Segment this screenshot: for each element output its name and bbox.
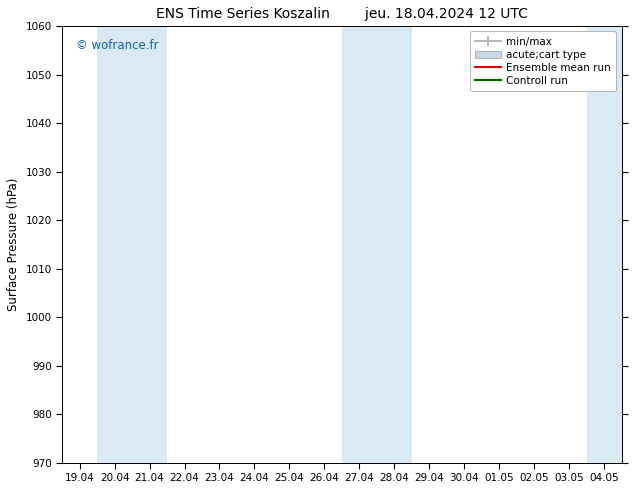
Y-axis label: Surface Pressure (hPa): Surface Pressure (hPa) [7,178,20,311]
Bar [97,26,167,463]
Legend: min/max, acute;cart type, Ensemble mean run, Controll run: min/max, acute;cart type, Ensemble mean … [470,31,616,91]
Text: © wofrance.fr: © wofrance.fr [76,39,158,52]
Bar [342,26,411,463]
Bar [586,26,621,463]
Title: ENS Time Series Koszalin        jeu. 18.04.2024 12 UTC: ENS Time Series Koszalin jeu. 18.04.2024… [156,7,527,21]
